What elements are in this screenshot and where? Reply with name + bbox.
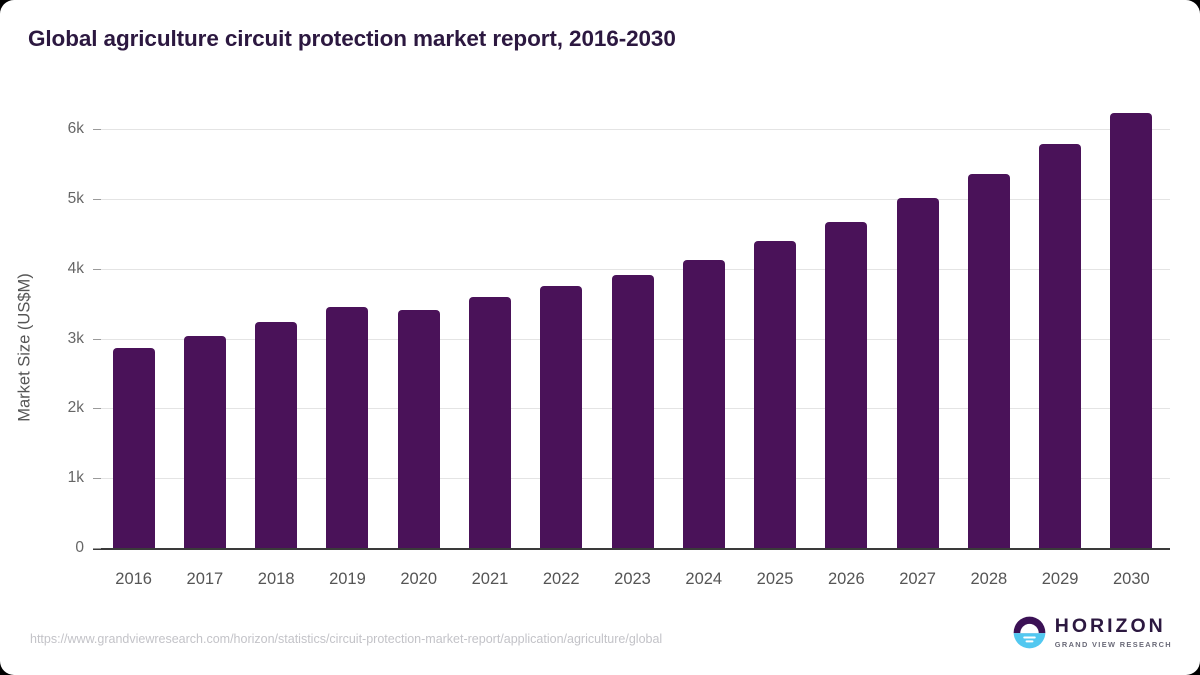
bar[interactable] [682,259,725,548]
bar[interactable] [754,240,797,548]
bar[interactable] [896,198,939,548]
y-tick-label: 1k [67,469,84,487]
x-tick-label: 2019 [329,570,366,588]
gridline [101,129,1170,130]
y-tick-label: 4k [67,259,84,277]
logo-tagline: GRAND VIEW RESEARCH [1054,639,1172,649]
gridline [101,198,1170,200]
bar[interactable] [611,274,654,548]
bar[interactable] [397,309,440,548]
gridline [101,268,1170,270]
y-tick-label: 5k [67,189,84,207]
logo-wordmark: HORIZON [1054,615,1166,638]
x-tick-label: 2028 [970,570,1008,588]
y-tick-mark [93,338,101,340]
y-tick-label: 0 [75,539,84,556]
y-tick-mark [93,548,101,549]
x-axis-line [93,548,1170,550]
source-url[interactable]: https://www.grandviewresearch.com/horizo… [30,632,663,646]
y-tick-mark [93,198,101,200]
page-title: Global agriculture circuit protection ma… [28,26,676,51]
x-tick-label: 2029 [1041,570,1079,588]
x-tick-label: 2022 [542,570,580,588]
logo-text: HORIZON GRAND VIEW RESEARCH [1055,617,1172,648]
bar[interactable] [468,296,511,548]
bar[interactable] [326,307,369,548]
bar[interactable] [825,221,868,548]
x-tick-label: 2016 [115,570,152,588]
bar[interactable] [255,321,298,548]
x-tick-label: 2017 [186,570,224,588]
plot-area [101,112,1170,548]
x-tick-label: 2023 [614,570,651,588]
x-tick-label: 2027 [899,570,936,588]
y-tick-mark [93,478,101,480]
y-tick-label: 3k [67,329,84,347]
y-tick-label: 6k [67,120,84,137]
bar[interactable] [540,286,583,548]
y-tick-mark [93,268,101,270]
y-axis-tick-labels: 0 1k 2k 3k 4k 5k 6k [22,0,84,675]
y-tick-mark [93,129,101,130]
x-tick-label: 2024 [685,570,723,588]
bar[interactable] [183,336,226,548]
horizon-sun-circle-icon [1013,616,1046,649]
bar[interactable] [967,173,1010,548]
brand-logo[interactable]: HORIZON GRAND VIEW RESEARCH [1013,616,1172,649]
bar[interactable] [112,348,155,548]
x-tick-label: 2030 [1113,570,1150,588]
y-tick-label: 2k [67,399,84,417]
x-tick-label: 2026 [827,570,865,588]
x-tick-label: 2018 [257,570,295,588]
x-tick-label: 2025 [756,570,794,588]
bar[interactable] [1110,112,1153,548]
y-tick-mark [93,408,101,410]
x-tick-label: 2020 [400,570,438,588]
bar[interactable] [1039,144,1082,548]
x-tick-label: 2021 [471,570,509,588]
